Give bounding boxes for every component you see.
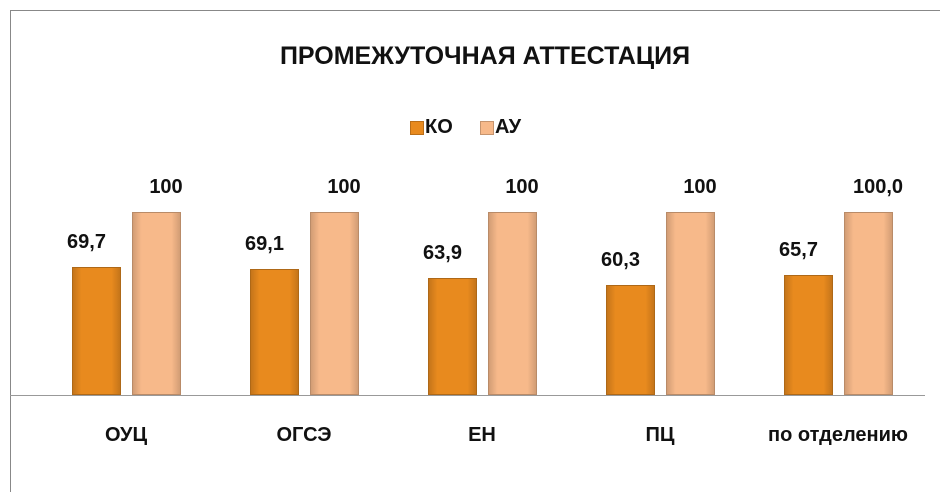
bar: [250, 268, 299, 395]
legend-swatch: [480, 121, 494, 135]
data-label: 100,0: [852, 176, 904, 198]
legend-label: АУ: [495, 116, 522, 138]
x-tick-label: ПЦ: [645, 424, 675, 446]
x-tick-label: ОУЦ: [104, 424, 148, 446]
bar: [131, 212, 181, 395]
bar: [784, 274, 833, 395]
data-label: 69,1: [245, 232, 284, 255]
data-label: 65,7: [779, 238, 818, 261]
chart-frame: [10, 10, 940, 492]
bar: [309, 212, 359, 395]
bar: [843, 212, 893, 395]
legend-swatch: [410, 121, 424, 135]
bar: [72, 267, 121, 395]
chart-title: ПРОМЕЖУТОЧНАЯ АТТЕСТАЦИЯ: [279, 42, 691, 70]
bar: [487, 212, 537, 395]
data-label: 100: [683, 176, 717, 198]
x-tick-label: по отделению: [768, 424, 908, 446]
data-label: 69,7: [67, 231, 106, 254]
data-label: 100: [505, 176, 539, 198]
data-label: 100: [149, 176, 183, 198]
x-tick-label: ЕН: [468, 424, 496, 446]
bar: [606, 284, 655, 395]
bar: [665, 212, 715, 395]
data-label: 60,3: [601, 248, 640, 271]
data-label: 63,9: [423, 242, 462, 265]
x-tick-label: ОГСЭ: [276, 424, 332, 446]
bar: [428, 278, 477, 395]
legend-label: КО: [425, 116, 453, 138]
x-axis: [10, 395, 925, 396]
data-label: 100: [327, 176, 361, 198]
